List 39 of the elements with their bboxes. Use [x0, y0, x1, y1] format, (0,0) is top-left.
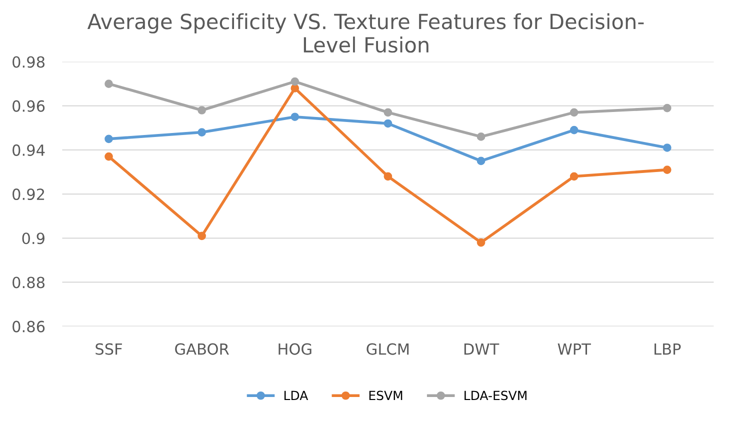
point: [476, 156, 486, 166]
point: [104, 152, 113, 161]
point: [570, 108, 578, 117]
y-tick-label: 0.9: [22, 232, 44, 244]
point: [476, 238, 486, 247]
x-tick-label: GABOR: [175, 343, 229, 355]
chart-title: Average Specificity VS. Texture Features for Decision- Level Fusion: [87, 13, 644, 53]
point: [384, 172, 392, 181]
y-tick-label: 0.94: [12, 144, 45, 156]
y-tick-label: 0.86: [12, 320, 45, 332]
point: [384, 119, 392, 128]
point: [198, 128, 206, 136]
point: [290, 84, 300, 92]
point: [290, 112, 300, 122]
point: [570, 172, 578, 181]
y-tick-label: 0.92: [12, 188, 44, 200]
point: [104, 80, 113, 88]
y-tick-label: 0.96: [12, 100, 45, 112]
x-tick-label: GLCM: [366, 343, 409, 355]
legend-label: ESVM: [369, 390, 402, 400]
y-tick-label: 0.88: [12, 276, 45, 288]
x-tick-label: HOG: [278, 343, 312, 355]
point: [570, 126, 578, 134]
point: [663, 166, 672, 174]
point: [198, 106, 206, 114]
x-tick-label: SSF: [96, 343, 122, 355]
x-tick-label: LBP: [654, 343, 681, 355]
point: [476, 132, 486, 141]
point: [104, 134, 113, 144]
x-tick-label: WPT: [558, 343, 591, 355]
legend-label: LDA: [284, 390, 308, 400]
x-tick-label: DWT: [464, 343, 500, 355]
legend-label: LDA-ESVM: [464, 390, 526, 400]
point: [384, 108, 392, 117]
point: [290, 77, 300, 86]
y-tick-label: 0.98: [12, 56, 45, 68]
point: [198, 232, 206, 240]
point: [663, 144, 672, 152]
point: [663, 104, 672, 112]
